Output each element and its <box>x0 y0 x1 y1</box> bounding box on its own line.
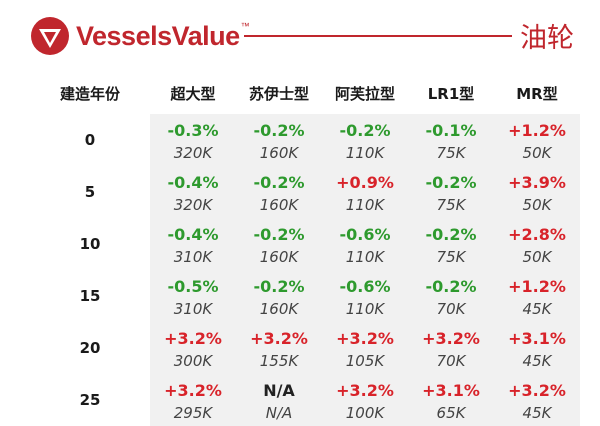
value-cell: 50K <box>494 140 580 166</box>
value-cell: 160K <box>236 192 322 218</box>
table-row: 310K 160K 110K 75K 50K <box>30 244 580 270</box>
logo-trademark: ™ <box>240 21 250 31</box>
change-percent-cell: -0.1% <box>408 114 494 140</box>
change-percent-cell: -0.2% <box>236 270 322 296</box>
build-year-cell: 5 <box>30 166 150 218</box>
change-percent-cell: +3.1% <box>408 374 494 400</box>
table-row: 295K N/A 100K 65K 45K <box>30 400 580 426</box>
value-cell: 45K <box>494 348 580 374</box>
build-year-cell: 25 <box>30 374 150 426</box>
change-percent-cell: -0.5% <box>150 270 236 296</box>
value-cell: 65K <box>408 400 494 426</box>
header-divider <box>244 35 512 37</box>
column-header: 超大型 <box>170 84 216 103</box>
change-percent-cell: N/A <box>236 374 322 400</box>
value-cell: 75K <box>408 192 494 218</box>
table-row: 25 +3.2% N/A +3.2% +3.1% +3.2% <box>30 374 580 426</box>
column-header: 苏伊士型 <box>248 84 309 103</box>
value-cell: 110K <box>322 244 408 270</box>
build-year-cell: 0 <box>30 114 150 166</box>
change-percent-cell: +3.2% <box>322 374 408 400</box>
page-title: 油轮 <box>520 23 574 54</box>
change-percent-cell: +3.2% <box>150 322 236 348</box>
header: VesselsValue ™ 油轮 <box>0 0 600 72</box>
logo: VesselsValue ™ <box>30 16 250 56</box>
change-percent-cell: -0.6% <box>322 218 408 244</box>
table-row: 310K 160K 110K 70K 45K <box>30 296 580 322</box>
table-row: 320K 160K 110K 75K 50K <box>30 140 580 166</box>
change-percent-cell: +3.9% <box>494 166 580 192</box>
value-cell: 155K <box>236 348 322 374</box>
value-cell: 310K <box>150 296 236 322</box>
value-cell: 110K <box>322 192 408 218</box>
build-year-cell: 10 <box>30 218 150 270</box>
value-cell: 160K <box>236 296 322 322</box>
value-cell: N/A <box>236 400 322 426</box>
change-percent-cell: +3.2% <box>150 374 236 400</box>
change-percent-cell: -0.2% <box>408 218 494 244</box>
table-row: 320K 160K 110K 75K 50K <box>30 192 580 218</box>
logo-text: VesselsValue <box>76 20 240 51</box>
change-percent-cell: -0.4% <box>150 166 236 192</box>
change-percent-cell: +3.2% <box>408 322 494 348</box>
value-cell: 110K <box>322 296 408 322</box>
change-percent-cell: -0.2% <box>408 270 494 296</box>
change-percent-cell: -0.2% <box>322 114 408 140</box>
value-cell: 310K <box>150 244 236 270</box>
value-cell: 295K <box>150 400 236 426</box>
value-cell: 70K <box>408 296 494 322</box>
age-column-header: 建造年份 <box>59 84 120 103</box>
table-row: 300K 155K 105K 70K 45K <box>30 348 580 374</box>
value-cell: 105K <box>322 348 408 374</box>
change-percent-cell: +0.9% <box>322 166 408 192</box>
build-year-cell: 15 <box>30 270 150 322</box>
vesselsvalue-logo-icon <box>31 17 69 55</box>
change-percent-cell: +3.2% <box>236 322 322 348</box>
column-header: LR1型 <box>427 84 475 103</box>
value-cell: 75K <box>408 244 494 270</box>
change-percent-cell: -0.3% <box>150 114 236 140</box>
value-cell: 100K <box>322 400 408 426</box>
value-cell: 160K <box>236 140 322 166</box>
tanker-value-table: 建造年份 超大型 苏伊士型 阿芙拉型 LR1型 MR型 0 -0.3% -0.2% -… <box>30 72 580 426</box>
table-row: 5 -0.4% -0.2% +0.9% -0.2% +3.9% <box>30 166 580 218</box>
change-percent-cell: +3.2% <box>494 374 580 400</box>
value-cell: 75K <box>408 140 494 166</box>
table-row: 10 -0.4% -0.2% -0.6% -0.2% +2.8% <box>30 218 580 270</box>
change-percent-cell: -0.2% <box>236 166 322 192</box>
change-percent-cell: +3.1% <box>494 322 580 348</box>
column-header: MR型 <box>516 84 558 103</box>
value-cell: 160K <box>236 244 322 270</box>
value-cell: 50K <box>494 244 580 270</box>
build-year-cell: 20 <box>30 322 150 374</box>
value-cell: 300K <box>150 348 236 374</box>
change-percent-cell: +2.8% <box>494 218 580 244</box>
change-percent-cell: -0.2% <box>236 114 322 140</box>
change-percent-cell: -0.2% <box>236 218 322 244</box>
change-percent-cell: -0.4% <box>150 218 236 244</box>
value-cell: 320K <box>150 192 236 218</box>
table-header-row: 建造年份 超大型 苏伊士型 阿芙拉型 LR1型 MR型 <box>30 72 580 114</box>
change-percent-cell: -0.2% <box>408 166 494 192</box>
column-header: 阿芙拉型 <box>334 84 395 103</box>
value-cell: 45K <box>494 400 580 426</box>
table-row: 0 -0.3% -0.2% -0.2% -0.1% +1.2% <box>30 114 580 166</box>
value-cell: 50K <box>494 192 580 218</box>
value-cell: 110K <box>322 140 408 166</box>
table-row: 15 -0.5% -0.2% -0.6% -0.2% +1.2% <box>30 270 580 322</box>
value-cell: 70K <box>408 348 494 374</box>
change-percent-cell: +1.2% <box>494 114 580 140</box>
change-percent-cell: +1.2% <box>494 270 580 296</box>
value-cell: 320K <box>150 140 236 166</box>
value-cell: 45K <box>494 296 580 322</box>
change-percent-cell: -0.6% <box>322 270 408 296</box>
change-percent-cell: +3.2% <box>322 322 408 348</box>
table-row: 20 +3.2% +3.2% +3.2% +3.2% +3.1% <box>30 322 580 374</box>
